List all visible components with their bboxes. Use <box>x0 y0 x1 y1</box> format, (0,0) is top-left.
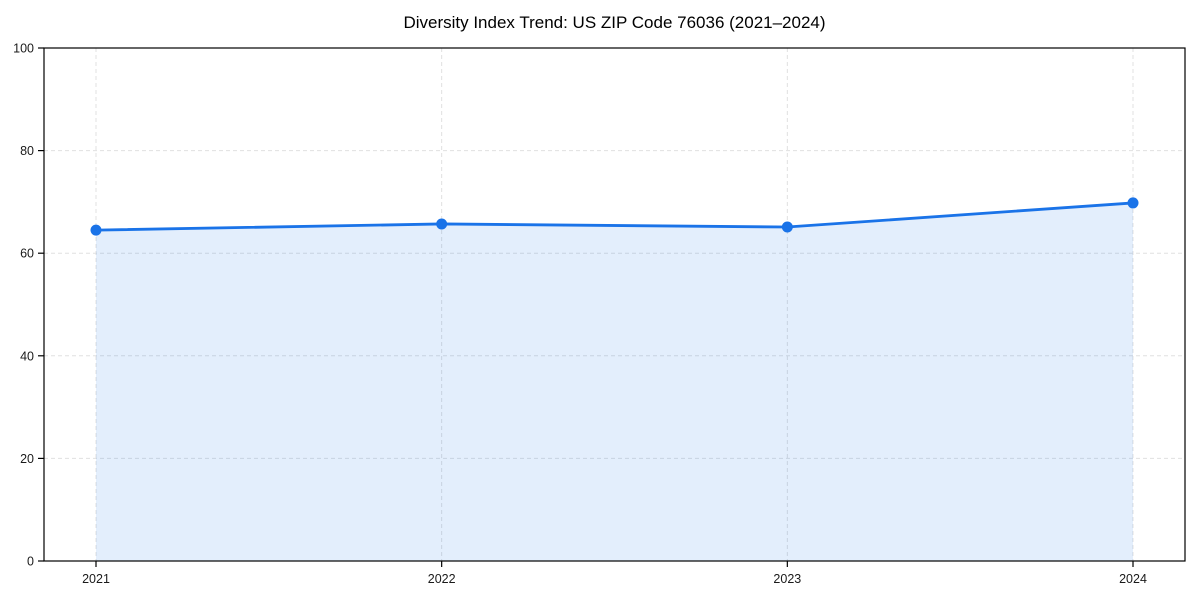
x-tick-label: 2021 <box>82 572 110 586</box>
y-tick-label: 40 <box>20 349 34 363</box>
y-tick-label: 20 <box>20 452 34 466</box>
x-tick-label: 2024 <box>1119 572 1147 586</box>
x-tick-label: 2022 <box>428 572 456 586</box>
chart-title: Diversity Index Trend: US ZIP Code 76036… <box>403 13 826 32</box>
y-tick-label: 80 <box>20 144 34 158</box>
data-point-marker <box>1127 197 1139 209</box>
y-tick-label: 0 <box>27 555 34 569</box>
plot-border <box>43 47 1186 562</box>
trend-line <box>94 201 1135 232</box>
y-tick-label: 60 <box>20 247 34 261</box>
data-point-marker <box>90 224 102 236</box>
y-axis-ticks: 0 20 40 60 80 100 <box>13 42 44 569</box>
data-point-marker <box>781 221 793 233</box>
x-tick-label: 2023 <box>773 572 801 586</box>
y-tick-label: 100 <box>13 42 34 56</box>
data-point-marker <box>436 218 448 230</box>
x-axis-ticks: 2021 2022 2023 2024 <box>82 561 1147 586</box>
axes-spines <box>43 47 1186 562</box>
area-fill <box>96 202 1133 561</box>
data-point-markers <box>90 197 1139 236</box>
